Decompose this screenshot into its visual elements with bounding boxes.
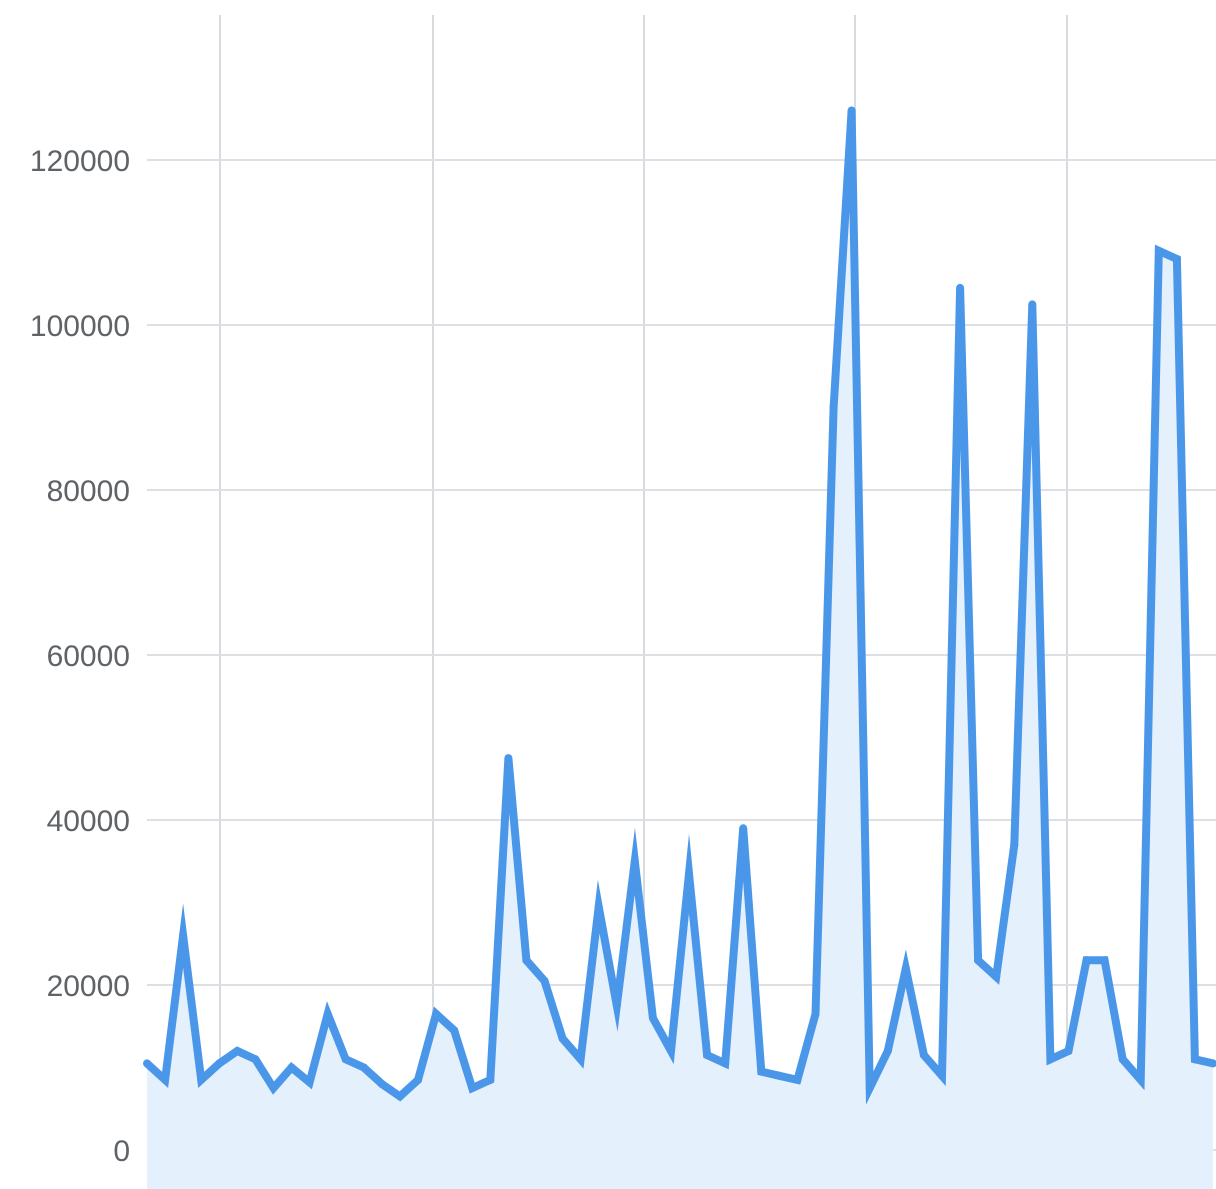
data-point-2: [179, 931, 188, 940]
y-tick-label-120000: 120000: [30, 145, 130, 178]
data-point-1: [161, 1075, 170, 1084]
series-line-layer: [143, 106, 1216, 1105]
data-point-22: [540, 976, 549, 985]
data-point-38: [829, 403, 838, 412]
data-point-24: [576, 1055, 585, 1064]
data-point-53: [1100, 956, 1109, 965]
data-point-19: [486, 1075, 495, 1084]
y-tick-label-40000: 40000: [47, 805, 130, 838]
data-point-11: [341, 1055, 350, 1064]
data-point-4: [215, 1059, 224, 1068]
data-point-6: [251, 1055, 260, 1064]
data-point-40: [865, 1084, 874, 1093]
data-point-52: [1082, 956, 1091, 965]
data-point-28: [648, 1014, 657, 1022]
data-point-47: [992, 972, 1001, 981]
data-point-50: [1046, 1055, 1055, 1064]
data-point-20: [504, 754, 513, 763]
y-tick-label-20000: 20000: [47, 970, 130, 1003]
data-point-26: [612, 1001, 621, 1010]
data-point-27: [630, 857, 639, 866]
data-point-8: [287, 1063, 296, 1072]
y-axis-tick-labels: 0 20000 40000 60000 80000 100000 120000: [30, 145, 130, 1168]
data-point-29: [667, 1047, 675, 1055]
data-point-39: [847, 106, 856, 115]
data-point-23: [558, 1034, 567, 1043]
data-point-25: [594, 902, 603, 911]
data-point-44: [938, 1071, 946, 1080]
data-point-5: [233, 1047, 242, 1055]
series-line: [144, 110, 1214, 1105]
data-point-21: [522, 956, 531, 965]
data-point-45: [956, 283, 965, 292]
data-point-32: [721, 1059, 730, 1068]
data-point-10: [323, 1009, 332, 1018]
data-point-17: [450, 1026, 459, 1035]
data-point-15: [414, 1075, 422, 1084]
data-point-36: [793, 1075, 802, 1084]
data-point-9: [305, 1078, 314, 1087]
data-point-59: [1209, 1059, 1216, 1068]
data-point-0: [143, 1059, 151, 1068]
data-point-16: [432, 1009, 441, 1018]
data-point-7: [269, 1084, 278, 1093]
data-point-13: [377, 1080, 386, 1088]
data-point-54: [1118, 1055, 1127, 1064]
data-point-57: [1172, 255, 1181, 263]
data-point-14: [395, 1092, 404, 1101]
data-point-48: [1010, 840, 1019, 849]
data-point-12: [359, 1063, 368, 1072]
data-point-37: [811, 1009, 820, 1018]
y-tick-label-0: 0: [113, 1135, 130, 1168]
data-point-31: [703, 1051, 712, 1060]
data-point-55: [1136, 1075, 1145, 1084]
data-point-35: [775, 1071, 784, 1080]
data-point-56: [1154, 246, 1163, 255]
data-point-30: [685, 869, 693, 878]
data-point-18: [468, 1084, 477, 1093]
data-point-41: [883, 1047, 892, 1055]
data-point-58: [1190, 1055, 1199, 1064]
y-tick-label-60000: 60000: [47, 640, 130, 673]
y-tick-label-80000: 80000: [47, 475, 130, 508]
data-point-51: [1064, 1047, 1073, 1055]
data-point-42: [901, 964, 910, 973]
data-point-33: [739, 824, 748, 833]
data-point-46: [974, 956, 983, 965]
y-tick-label-100000: 100000: [30, 310, 130, 343]
data-point-49: [1028, 300, 1037, 309]
data-point-3: [197, 1075, 206, 1084]
data-point-43: [919, 1051, 928, 1060]
data-point-34: [757, 1067, 766, 1076]
